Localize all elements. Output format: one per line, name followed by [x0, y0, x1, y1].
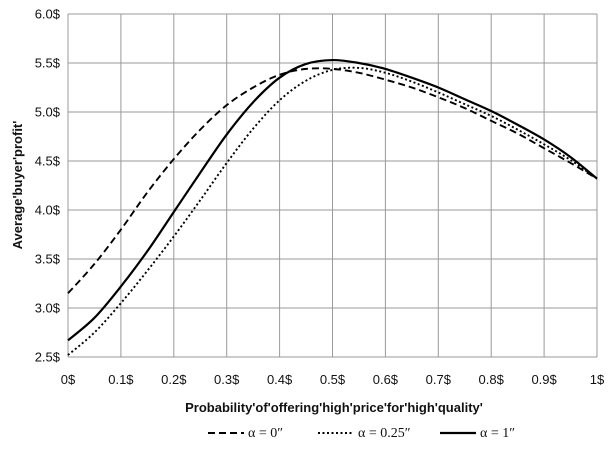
x-tick-label: 0.8$ [479, 372, 505, 387]
y-tick-label: 4.0$ [35, 203, 61, 218]
y-axis-label: Average'buyer'profit' [10, 121, 25, 250]
x-tick-label: 0$ [61, 372, 76, 387]
y-tick-label: 2.5$ [35, 350, 61, 365]
y-tick-label: 6.0$ [35, 7, 61, 22]
y-tick-label: 5.5$ [35, 56, 61, 71]
x-tick-label: 0.3$ [214, 372, 240, 387]
x-tick-label: 0.5$ [320, 372, 346, 387]
series-line-solid [67, 58, 598, 342]
y-tick-label: 4.5$ [35, 154, 61, 169]
x-axis-label: Probability'of'offering'high'price'for'h… [185, 400, 483, 415]
x-tick-label: 1$ [590, 372, 605, 387]
grid [67, 13, 598, 358]
x-axis-ticks: 0$ 0.1$ 0.2$ 0.3$ 0.4$ 0.5$ 0.6$ 0.7$ 0.8$ 0.9$ 1$ [61, 372, 605, 387]
series-line-dashed [67, 67, 598, 294]
legend-label: α = 1″ [480, 426, 515, 441]
y-tick-label: 3.5$ [35, 252, 61, 267]
y-tick-label: 3.0$ [35, 301, 61, 316]
legend-label: α = 0.25″ [358, 426, 411, 441]
x-tick-label: 0.1$ [108, 372, 134, 387]
x-tick-label: 0.6$ [373, 372, 399, 387]
x-tick-label: 0.2$ [161, 372, 187, 387]
y-axis-ticks: 2.5$ 3.0$ 3.5$ 4.0$ 4.5$ 5.0$ 5.5$ 6.0$ [35, 7, 61, 365]
legend: α = 0″ α = 0.25″ α = 1″ [208, 426, 515, 441]
legend-label: α = 0″ [248, 426, 283, 441]
x-tick-label: 0.4$ [267, 372, 293, 387]
y-tick-label: 5.0$ [35, 105, 61, 120]
series-lines [67, 58, 598, 356]
x-tick-label: 0.7$ [426, 372, 452, 387]
x-tick-label: 0.9$ [531, 372, 557, 387]
